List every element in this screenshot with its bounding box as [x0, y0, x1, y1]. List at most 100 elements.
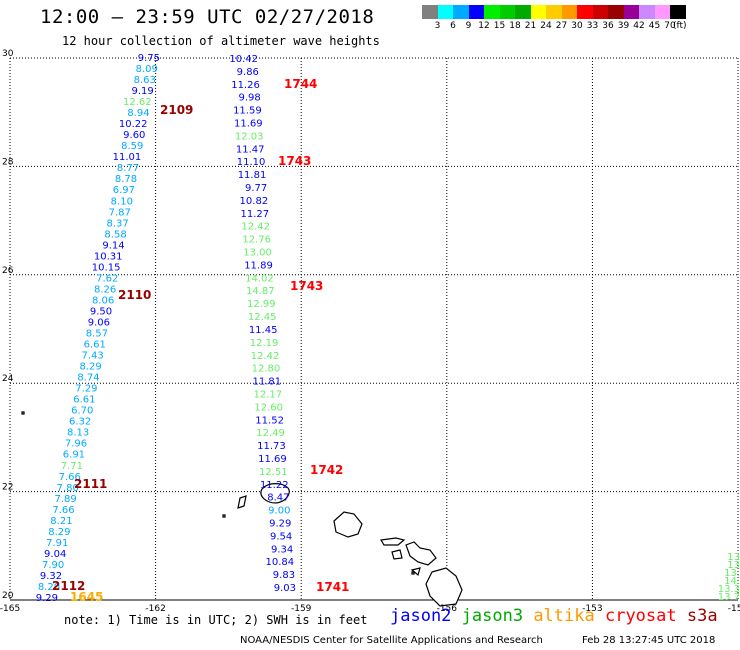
track-right-value: 11.69: [258, 454, 287, 465]
track-right-value: 11.69: [234, 119, 263, 130]
scale-label: 3: [434, 21, 441, 31]
track-left-value: 10.31: [94, 251, 123, 262]
track-left-value: 8.20: [38, 582, 60, 593]
track-far-right-value: 13.3: [718, 584, 740, 595]
track-left-value: 8.29: [79, 362, 101, 373]
kahoolawe-island: [410, 567, 421, 577]
track-left-value: 9.50: [90, 306, 112, 317]
pass-time-labels: 2109 2110 2111 2112 1744 1743 1743 1742 1741 1645: [52, 77, 349, 604]
track-right-value: 12.49: [256, 428, 285, 439]
pass-time: 2112: [52, 579, 85, 593]
pass-time: 1743: [278, 154, 311, 168]
track-left-value: 9.32: [40, 571, 62, 582]
track-right-value: 10.84: [266, 557, 295, 568]
track-left-value: 12.62: [123, 97, 152, 108]
pass-time: 2111: [74, 477, 107, 491]
scale-label: 45: [648, 21, 661, 31]
scale-swatch: [623, 5, 639, 19]
scale-swatch: [422, 5, 438, 19]
track-left-value: 6.61: [84, 340, 106, 351]
legend-cryosat: cryosat: [604, 606, 687, 626]
track-right-value: 9.03: [274, 583, 296, 594]
lat-label: 28: [2, 157, 14, 167]
track-left-value: 9.19: [131, 86, 153, 97]
track-left-value: 8.21: [50, 516, 72, 527]
track-left-value: 9.06: [88, 317, 110, 328]
track-left-value: 7.80: [57, 483, 79, 494]
lat-label: 20: [2, 591, 14, 601]
lon-label: -162: [145, 604, 165, 614]
track-right-value: 8.47: [267, 493, 289, 504]
track-left-value: 7.91: [46, 538, 68, 549]
scale-swatch: [515, 5, 531, 19]
scale-label: 36: [602, 21, 614, 31]
track-right-value: 11.52: [255, 415, 284, 426]
track-left-value: 8.09: [136, 64, 158, 75]
track-left-value: 8.10: [111, 196, 133, 207]
lat-label: 30: [2, 49, 14, 59]
scale-swatch: [592, 5, 608, 19]
lon-label: -153: [582, 604, 602, 614]
track-right-value: 12.60: [254, 402, 283, 413]
wave-height-tracks: 9.758.098.639.1912.628.9410.229.608.5911…: [36, 53, 740, 604]
track-right-value: 12.99: [247, 299, 276, 310]
pass-time: 2110: [118, 288, 151, 302]
hawaii-island: [425, 567, 463, 607]
scale-label: 27: [555, 21, 568, 31]
track-right-value: 9.86: [237, 67, 259, 78]
hawaiian-islands: [21, 411, 463, 607]
scale-label: 12: [478, 21, 490, 31]
track-left-value: 7.43: [82, 351, 104, 362]
track-left-value: 8.37: [107, 218, 129, 229]
pass-time: 2109: [160, 103, 193, 117]
track-right-value: 9.83: [273, 570, 295, 581]
track-right-value: 12.42: [241, 222, 270, 233]
scale-swatch: [670, 5, 686, 19]
pass-time: 1741: [316, 580, 349, 594]
scale-swatch: [453, 5, 469, 19]
scale-swatch: [561, 5, 577, 19]
scale-label: 39: [617, 21, 630, 31]
track-left-value: 7.66: [59, 472, 81, 483]
track-left-value: 9.14: [102, 240, 124, 251]
scale-label: (ft): [672, 21, 687, 31]
track-right-value: 12.51: [259, 467, 288, 478]
scale-label: 33: [586, 21, 599, 31]
lon-label: -159: [291, 604, 312, 614]
scale-swatch: [484, 5, 500, 19]
track-far-right-value: 13: [727, 560, 740, 571]
speck-3: [411, 571, 415, 575]
lanai-island: [391, 549, 403, 560]
track-far-right-value: 13.7: [718, 592, 740, 603]
track-left-value: 10.22: [119, 119, 148, 130]
track-left-value: 7.29: [75, 384, 97, 395]
scale-swatch: [437, 5, 453, 19]
track-right-value: 12.19: [250, 338, 279, 349]
scale-swatch: [499, 5, 515, 19]
color-scale-labels: 3 6 9 12 15 18 21 24 27 30 33 36 39 42 45 70 (ft): [422, 21, 740, 33]
scale-swatch: [654, 5, 670, 19]
map-subtitle: 12 hour collection of altimeter wave hei…: [62, 34, 380, 48]
credit-line: NOAA/NESDIS Center for Satellite Applica…: [240, 635, 543, 646]
generated-time: Feb 28 13:27:45 UTC 2018: [582, 635, 716, 646]
track-left-value: 8.57: [86, 329, 108, 340]
track-left-value: 7.71: [61, 461, 83, 472]
track-right-value: 10.42: [229, 54, 258, 65]
track-left-value: 7.89: [54, 494, 76, 505]
track-left-value: 8.63: [134, 75, 156, 86]
track-left-value: 8.74: [77, 373, 99, 384]
scale-label: 15: [493, 21, 506, 31]
track-right-value: 11.26: [231, 80, 260, 91]
track-right-value: 11.45: [249, 325, 278, 336]
track-right-value: 12.76: [242, 235, 271, 246]
track-right-value: 9.00: [268, 506, 290, 517]
scale-swatch: [468, 5, 484, 19]
legend-s3a: s3a: [686, 606, 718, 626]
scale-label: 24: [540, 21, 552, 31]
kauai-island: [260, 483, 290, 504]
pass-time: 1744: [284, 77, 317, 91]
pass-time: 1742: [310, 463, 343, 477]
scale-swatch: [577, 5, 593, 19]
track-left-value: 8.13: [67, 428, 89, 439]
scale-label: 18: [509, 21, 521, 31]
